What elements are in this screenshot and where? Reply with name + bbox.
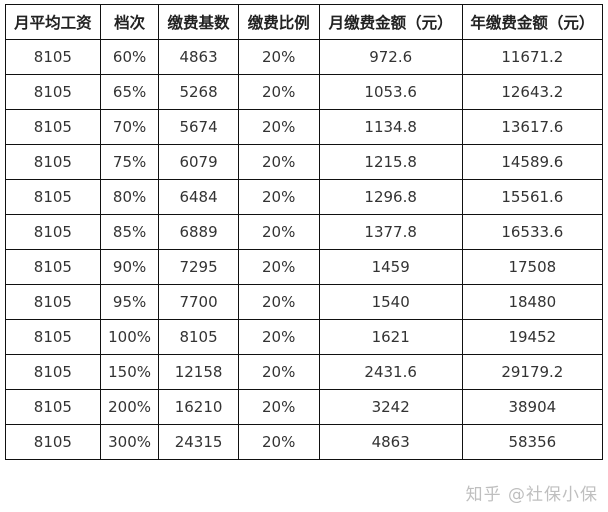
table-cell: 300% [99, 424, 160, 460]
table-cell: 8105 [5, 74, 101, 110]
table-cell: 2431.6 [318, 354, 463, 390]
table-cell: 20% [237, 74, 320, 110]
table-cell: 1134.8 [318, 109, 463, 145]
table-row: 8105 95% 7700 20% 1540 18480 [5, 284, 604, 320]
table-cell: 20% [237, 424, 320, 460]
column-header: 月平均工资 [5, 4, 101, 40]
table-cell: 20% [237, 354, 320, 390]
column-header: 月缴费金额（元） [318, 4, 463, 40]
table-cell: 5268 [158, 74, 239, 110]
table-cell: 29179.2 [461, 354, 604, 390]
table-cell: 7295 [158, 249, 239, 285]
table-cell: 6079 [158, 144, 239, 180]
table-cell: 1215.8 [318, 144, 463, 180]
table-cell: 8105 [5, 354, 101, 390]
contribution-table: 月平均工资 档次 缴费基数 缴费比例 月缴费金额（元） 年缴费金额（元） 8105 60% 4… [5, 4, 604, 460]
table-row: 8105 60% 4863 20% 972.6 11671.2 [5, 39, 604, 75]
table-cell: 20% [237, 389, 320, 425]
table-cell: 13617.6 [461, 109, 604, 145]
table-cell: 17508 [461, 249, 604, 285]
table-cell: 80% [99, 179, 160, 215]
table-cell: 20% [237, 179, 320, 215]
table-cell: 85% [99, 214, 160, 250]
table-cell: 58356 [461, 424, 604, 460]
table-cell: 5674 [158, 109, 239, 145]
table-row: 8105 80% 6484 20% 1296.8 15561.6 [5, 179, 604, 215]
table-cell: 4863 [318, 424, 463, 460]
table-cell: 1621 [318, 319, 463, 355]
table-cell: 11671.2 [461, 39, 604, 75]
table-cell: 8105 [5, 249, 101, 285]
table-row: 8105 300% 24315 20% 4863 58356 [5, 424, 604, 460]
table-row: 8105 70% 5674 20% 1134.8 13617.6 [5, 109, 604, 145]
table-cell: 16210 [158, 389, 239, 425]
table-row: 8105 150% 12158 20% 2431.6 29179.2 [5, 354, 604, 390]
header-row: 月平均工资 档次 缴费基数 缴费比例 月缴费金额（元） 年缴费金额（元） [5, 4, 604, 40]
table-cell: 8105 [5, 214, 101, 250]
table-cell: 1540 [318, 284, 463, 320]
table-cell: 1053.6 [318, 74, 463, 110]
table-row: 8105 85% 6889 20% 1377.8 16533.6 [5, 214, 604, 250]
table-cell: 18480 [461, 284, 604, 320]
table-cell: 8105 [5, 389, 101, 425]
table-cell: 19452 [461, 319, 604, 355]
table-cell: 8105 [5, 144, 101, 180]
table-cell: 14589.6 [461, 144, 604, 180]
table-cell: 150% [99, 354, 160, 390]
table-cell: 60% [99, 39, 160, 75]
table-cell: 8105 [5, 424, 101, 460]
table-cell: 20% [237, 109, 320, 145]
table-cell: 24315 [158, 424, 239, 460]
table-cell: 8105 [5, 179, 101, 215]
table-cell: 70% [99, 109, 160, 145]
table-row: 8105 100% 8105 20% 1621 19452 [5, 319, 604, 355]
table-cell: 15561.6 [461, 179, 604, 215]
table-row: 8105 200% 16210 20% 3242 38904 [5, 389, 604, 425]
table-cell: 1377.8 [318, 214, 463, 250]
table-cell: 12158 [158, 354, 239, 390]
table-cell: 972.6 [318, 39, 463, 75]
table-cell: 16533.6 [461, 214, 604, 250]
table-cell: 6484 [158, 179, 239, 215]
table-cell: 200% [99, 389, 160, 425]
table-cell: 38904 [461, 389, 604, 425]
table-cell: 20% [237, 249, 320, 285]
table-cell: 1459 [318, 249, 463, 285]
table-cell: 12643.2 [461, 74, 604, 110]
table-cell: 20% [237, 144, 320, 180]
table-cell: 3242 [318, 389, 463, 425]
table-cell: 65% [99, 74, 160, 110]
table-cell: 7700 [158, 284, 239, 320]
column-header: 档次 [99, 4, 160, 40]
table-cell: 90% [99, 249, 160, 285]
table-cell: 8105 [5, 319, 101, 355]
table-row: 8105 75% 6079 20% 1215.8 14589.6 [5, 144, 604, 180]
table-cell: 8105 [5, 284, 101, 320]
table-cell: 20% [237, 319, 320, 355]
table-cell: 4863 [158, 39, 239, 75]
table-row: 8105 90% 7295 20% 1459 17508 [5, 249, 604, 285]
table-cell: 8105 [158, 319, 239, 355]
table-cell: 8105 [5, 109, 101, 145]
table-cell: 6889 [158, 214, 239, 250]
table-cell: 20% [237, 284, 320, 320]
watermark: 知乎 @社保小保 [465, 485, 598, 505]
table-cell: 100% [99, 319, 160, 355]
table-cell: 20% [237, 214, 320, 250]
table-row: 8105 65% 5268 20% 1053.6 12643.2 [5, 74, 604, 110]
table-cell: 20% [237, 39, 320, 75]
table-cell: 75% [99, 144, 160, 180]
column-header: 缴费比例 [237, 4, 320, 40]
column-header: 年缴费金额（元） [461, 4, 604, 40]
table-cell: 1296.8 [318, 179, 463, 215]
table-cell: 8105 [5, 39, 101, 75]
table-cell: 95% [99, 284, 160, 320]
column-header: 缴费基数 [158, 4, 239, 40]
